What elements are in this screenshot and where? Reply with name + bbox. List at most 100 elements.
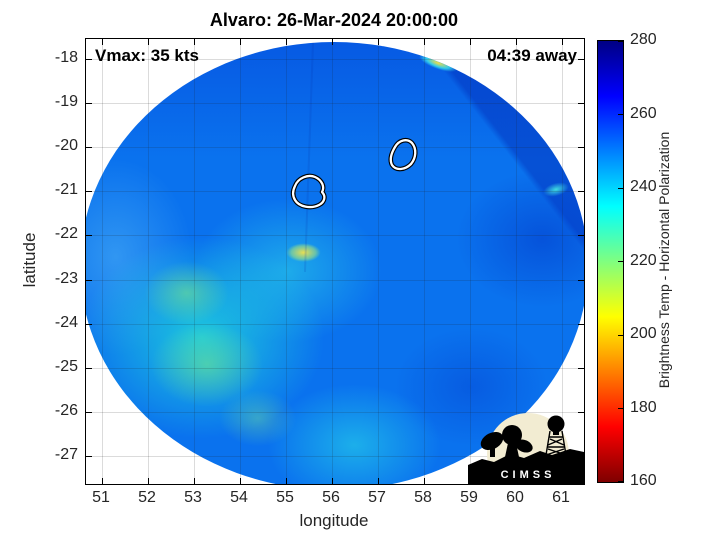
y-tick-mark-right bbox=[578, 59, 584, 60]
y-tick-mark-right bbox=[578, 279, 584, 281]
y-tick-mark-right bbox=[578, 103, 584, 105]
x-tick-mark-bottom bbox=[332, 478, 333, 484]
gridline-horizontal bbox=[86, 191, 584, 193]
y-tick-mark-left bbox=[86, 367, 92, 369]
x-axis-label: longitude bbox=[299, 511, 369, 530]
colorbar bbox=[597, 40, 624, 483]
x-tick-mark-bottom bbox=[424, 478, 425, 484]
y-tick-mark-left bbox=[86, 147, 92, 149]
x-tick-mark-top bbox=[378, 39, 379, 45]
x-tick-label: 52 bbox=[138, 489, 156, 506]
x-tick-mark-bottom bbox=[148, 478, 149, 484]
x-tick-mark-top bbox=[562, 39, 563, 45]
x-tick-mark-bottom bbox=[286, 478, 287, 484]
x-tick-mark-bottom bbox=[378, 478, 379, 484]
x-tick-mark-top bbox=[286, 39, 287, 45]
time-away-annotation: 04:39 away bbox=[487, 46, 577, 65]
colorbar-tick-label: 200 bbox=[630, 325, 657, 342]
colorbar-tick-mark bbox=[618, 114, 623, 115]
water-tower-neck bbox=[553, 431, 559, 435]
cimss-banner bbox=[468, 449, 584, 484]
y-tick-mark-left bbox=[86, 279, 92, 281]
gridline-horizontal bbox=[86, 323, 584, 325]
y-tick-mark-left bbox=[86, 59, 92, 60]
colorbar-label: Brightness Temp - Horizontal Polarizatio… bbox=[656, 131, 672, 389]
gridline-horizontal bbox=[86, 59, 584, 60]
colorbar-tick-label: 240 bbox=[630, 178, 657, 195]
gridline-vertical bbox=[332, 39, 333, 484]
gridline-vertical bbox=[516, 39, 517, 484]
y-tick-mark-left bbox=[86, 411, 92, 413]
plot-title: Alvaro: 26-Mar-2024 20:00:00 bbox=[209, 10, 459, 30]
contour-west bbox=[291, 174, 326, 209]
plot-area: CIMSS Vmax: 35 kts 04:39 away bbox=[85, 38, 585, 485]
gridline-horizontal bbox=[86, 279, 584, 281]
x-tick-mark-top bbox=[516, 39, 517, 45]
gridline-vertical bbox=[102, 39, 103, 484]
x-tick-mark-bottom bbox=[194, 478, 195, 484]
gridline-vertical bbox=[194, 39, 195, 484]
y-tick-mark-right bbox=[578, 411, 584, 413]
vmax-annotation: Vmax: 35 kts bbox=[95, 46, 199, 65]
colorbar-tick-label: 260 bbox=[630, 104, 657, 122]
colorbar-tick-mark bbox=[618, 187, 623, 189]
satellite-dishes-icon bbox=[480, 425, 533, 457]
x-tick-label: 58 bbox=[414, 489, 432, 506]
x-tick-label: 61 bbox=[552, 489, 570, 506]
y-tick-mark-right bbox=[578, 367, 584, 369]
y-axis-label: latitude bbox=[20, 232, 39, 288]
cimss-logo: CIMSS bbox=[468, 413, 584, 484]
gridline-horizontal bbox=[86, 411, 584, 413]
y-tick-mark-left bbox=[86, 191, 92, 193]
cimss-logo-text: CIMSS bbox=[501, 469, 556, 481]
colorbar-tick-mark bbox=[618, 481, 623, 482]
gridline-vertical bbox=[424, 39, 425, 484]
x-tick-mark-top bbox=[102, 39, 103, 45]
y-tick-label: -19 bbox=[54, 93, 78, 111]
gridline-horizontal bbox=[86, 367, 584, 369]
y-tick-label: -23 bbox=[54, 269, 78, 287]
y-tick-mark-right bbox=[578, 323, 584, 325]
gridline-vertical bbox=[562, 39, 563, 484]
x-tick-label: 60 bbox=[506, 489, 524, 506]
y-tick-mark-right bbox=[578, 235, 584, 237]
x-tick-label: 54 bbox=[230, 489, 248, 506]
x-tick-label: 57 bbox=[368, 489, 386, 506]
x-tick-mark-top bbox=[332, 39, 333, 45]
gridline-horizontal bbox=[86, 455, 584, 457]
colorbar-tick-label: 280 bbox=[630, 31, 657, 48]
gridline-vertical bbox=[470, 39, 471, 484]
x-tick-label: 51 bbox=[92, 489, 110, 506]
x-tick-mark-top bbox=[148, 39, 149, 45]
y-tick-label: -26 bbox=[54, 401, 78, 419]
storm-center-contours bbox=[290, 137, 418, 210]
y-tick-mark-left bbox=[86, 323, 92, 325]
gridline-horizontal bbox=[86, 147, 584, 149]
gridline-horizontal bbox=[86, 235, 584, 237]
x-tick-label: 56 bbox=[322, 489, 340, 506]
colorbar-tick-label: 180 bbox=[630, 398, 657, 416]
brightness-temp-swath bbox=[86, 42, 584, 484]
gridline-vertical bbox=[378, 39, 379, 484]
y-tick-label: -21 bbox=[54, 181, 78, 199]
x-tick-mark-top bbox=[470, 39, 471, 45]
x-tick-mark-top bbox=[424, 39, 425, 45]
y-tick-label: -25 bbox=[54, 357, 78, 375]
y-tick-label: -24 bbox=[54, 313, 78, 331]
colorbar-tick-label: 160 bbox=[630, 472, 657, 489]
gridline-vertical bbox=[148, 39, 149, 484]
x-tick-label: 53 bbox=[184, 489, 202, 506]
y-tick-mark-left bbox=[86, 455, 92, 457]
x-tick-mark-bottom bbox=[240, 478, 241, 484]
x-tick-mark-top bbox=[240, 39, 241, 45]
y-tick-mark-left bbox=[86, 235, 92, 237]
colorbar-tick-label: 220 bbox=[630, 251, 657, 269]
colorbar-tick-mark bbox=[618, 334, 623, 336]
y-tick-label: -22 bbox=[54, 225, 78, 243]
colorbar-tick-mark bbox=[618, 408, 623, 409]
y-tick-label: -27 bbox=[54, 445, 78, 463]
y-tick-mark-right bbox=[578, 191, 584, 193]
x-tick-mark-bottom bbox=[102, 478, 103, 484]
x-tick-mark-top bbox=[194, 39, 195, 45]
